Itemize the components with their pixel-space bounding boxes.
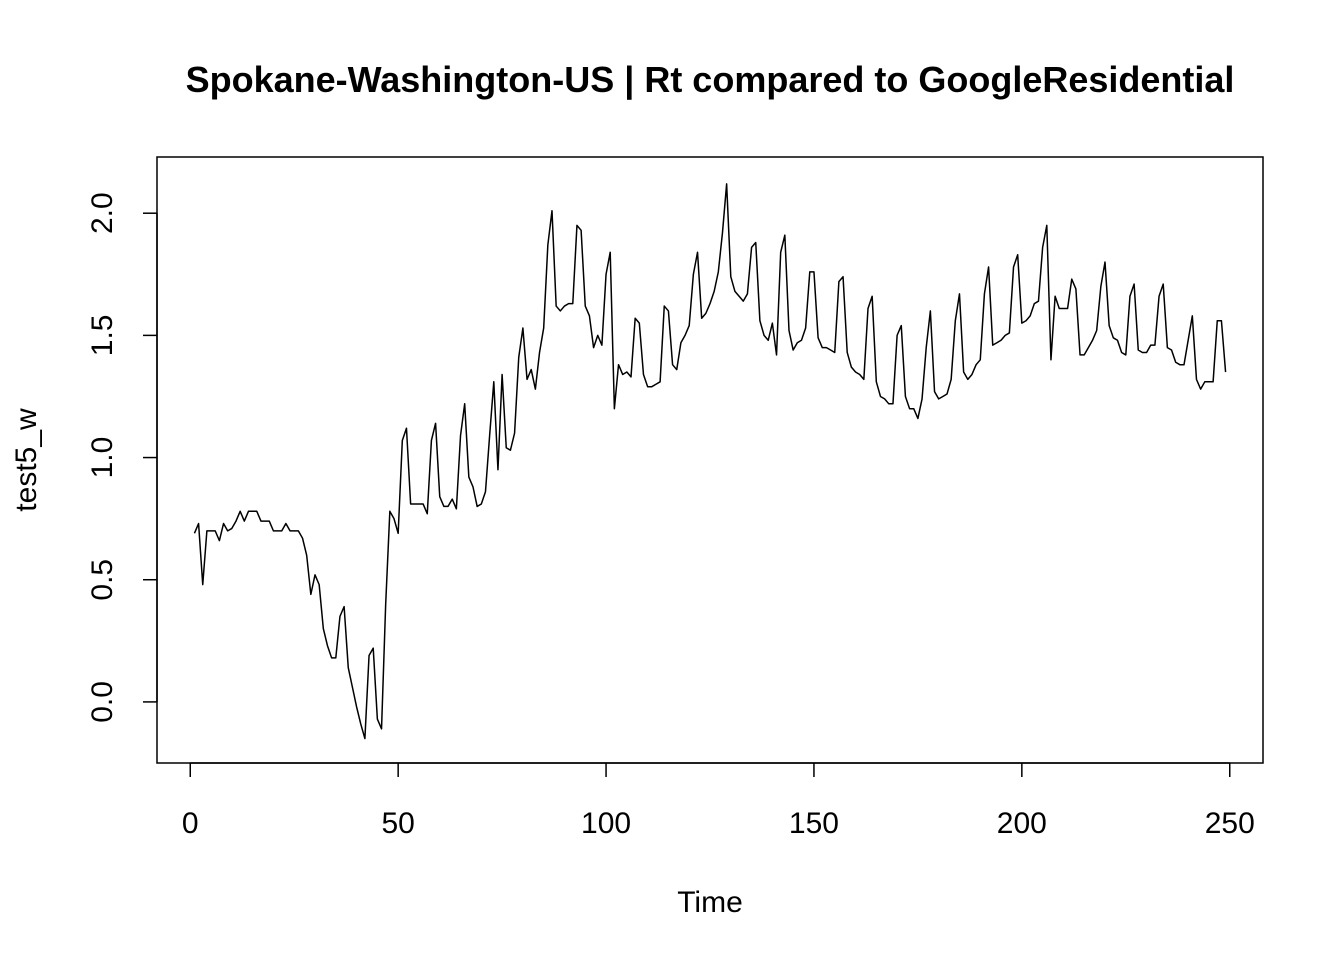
x-tick-label: 100 (581, 807, 631, 840)
x-tick-label: 250 (1205, 807, 1255, 840)
y-axis: 0.0 0.5 1.0 1.5 2.0 (86, 192, 158, 723)
x-tick-label: 50 (381, 807, 414, 840)
x-tick-label: 200 (997, 807, 1047, 840)
x-axis: 0 50 100 150 200 250 (182, 762, 1255, 840)
y-tick-label: 0.0 (86, 681, 119, 723)
x-axis-label: Time (677, 886, 743, 919)
plot-frame (156, 156, 1264, 764)
series-line (193, 183, 1227, 740)
y-tick-label: 0.5 (86, 559, 119, 601)
y-tick-label: 2.0 (86, 192, 119, 234)
y-axis-label: test5_w (10, 408, 43, 512)
x-tick-label: 0 (182, 807, 199, 840)
y-tick-label: 1.5 (86, 315, 119, 357)
x-tick-label: 150 (789, 807, 839, 840)
chart-title: Spokane-Washington-US | Rt compared to G… (186, 59, 1235, 101)
y-tick-label: 1.0 (86, 437, 119, 479)
